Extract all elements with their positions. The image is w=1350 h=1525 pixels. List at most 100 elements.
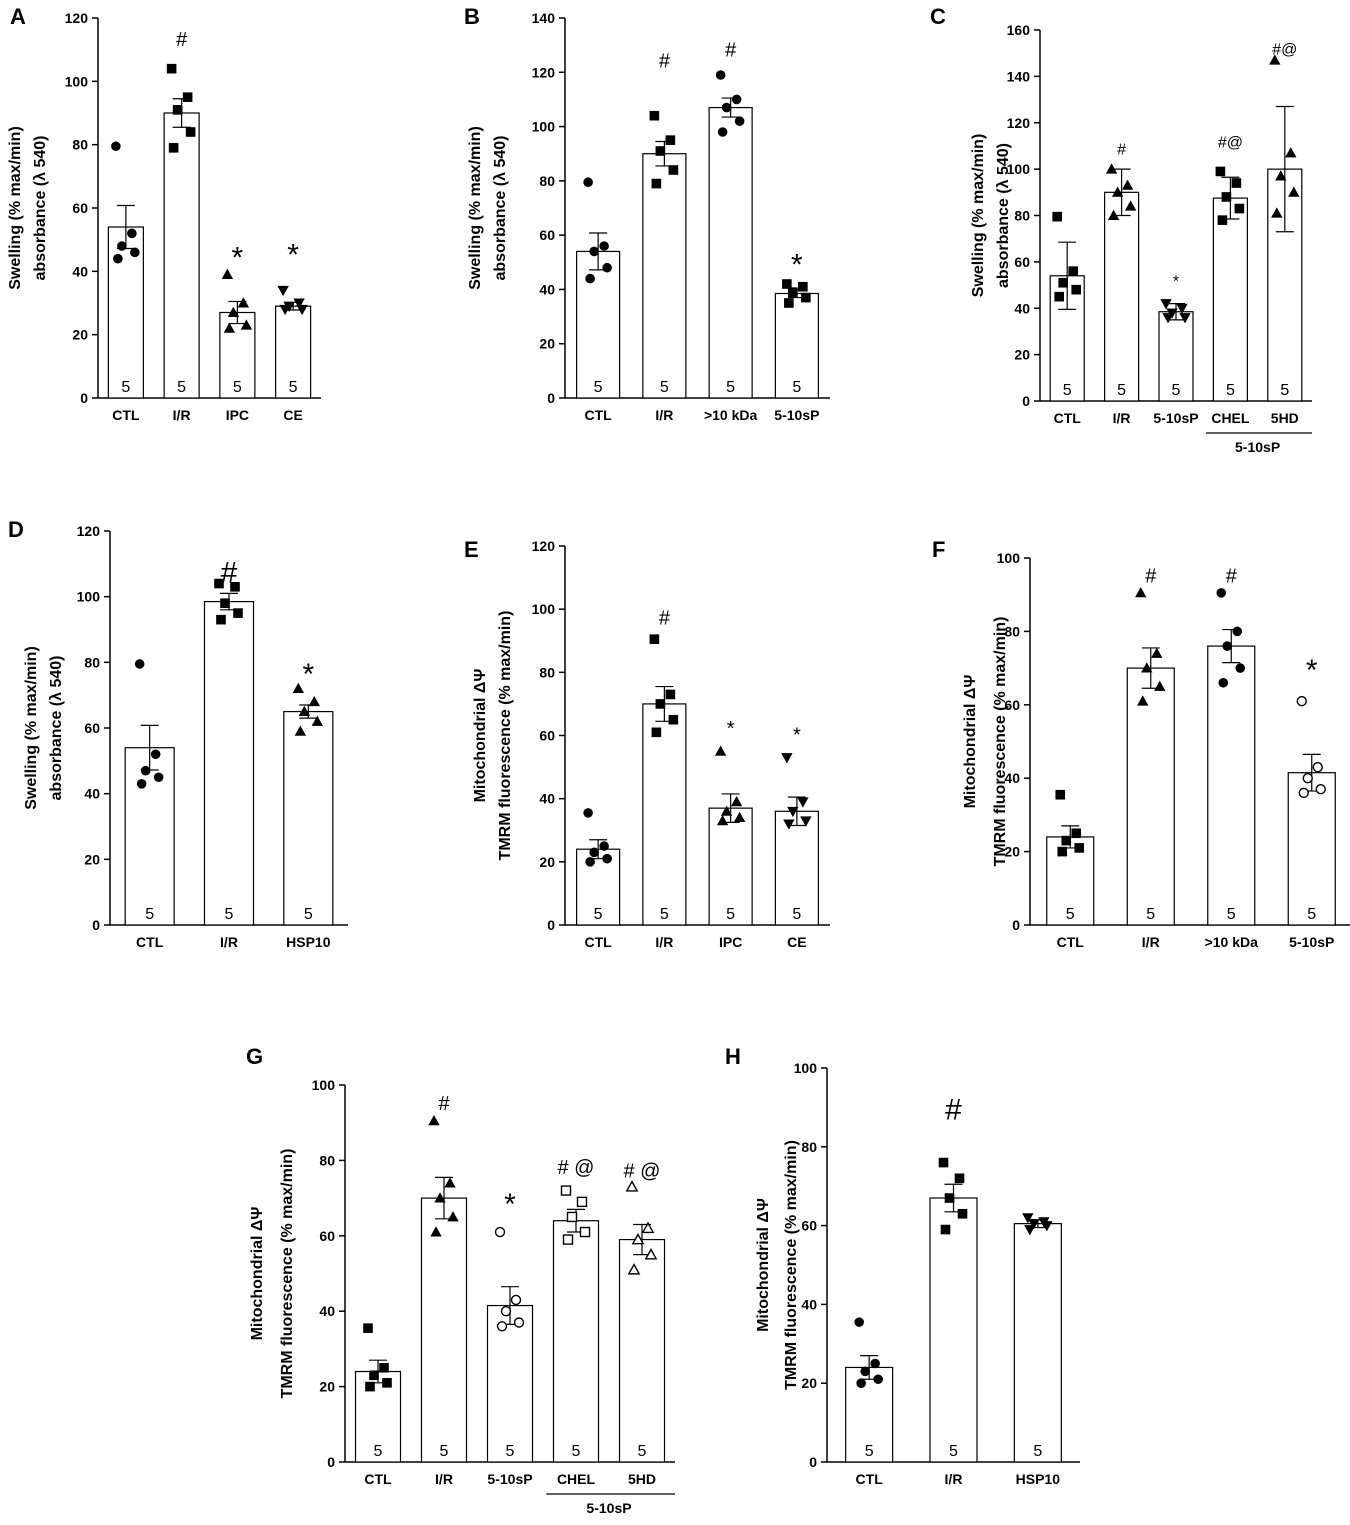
data-point [720, 805, 733, 816]
data-point [649, 634, 660, 644]
y-tick-label: 60 [801, 1218, 817, 1234]
n-label: 5 [1172, 382, 1181, 399]
data-point [293, 298, 305, 309]
bar-i-r [1103, 191, 1140, 402]
bar-ctl [576, 250, 621, 399]
data-point [734, 116, 745, 126]
y-tick-label: 60 [1014, 254, 1030, 270]
data-point [641, 1221, 655, 1234]
y-tick-label: 20 [319, 1379, 335, 1395]
data-point [221, 268, 234, 279]
data-point [1111, 186, 1124, 197]
data-point [1054, 291, 1064, 302]
x-tick-label: I/R [220, 934, 238, 950]
y-tick-label: 60 [72, 200, 88, 216]
data-point [166, 63, 177, 74]
x-tick-label: 5-10sP [1289, 934, 1334, 950]
data-point [1302, 773, 1313, 784]
data-point [113, 253, 123, 264]
data-point [240, 319, 253, 330]
n-label: 5 [1280, 382, 1289, 399]
y-axis-label: TMRM fluorescence (% max/min) [279, 1149, 296, 1399]
data-point [365, 1381, 375, 1392]
y-axis-label: Mitochondrial ΔΨ [962, 675, 979, 809]
n-label: 5 [792, 379, 801, 396]
data-point [655, 146, 666, 156]
data-point [782, 279, 792, 289]
significance-marker: * [302, 658, 314, 691]
data-point [447, 1211, 459, 1222]
n-label: 5 [1227, 906, 1236, 923]
n-label: 5 [949, 1443, 958, 1460]
data-point [644, 1248, 658, 1260]
y-tick-label: 120 [532, 538, 556, 554]
data-point [1162, 313, 1174, 324]
data-point [1137, 695, 1149, 706]
data-point [784, 298, 794, 308]
x-tick-label: CTL [585, 407, 613, 423]
data-point [1285, 147, 1297, 158]
data-point [428, 1115, 440, 1126]
significance-marker: # [176, 29, 188, 51]
data-point [513, 1317, 525, 1328]
x-tick-label: CTL [112, 407, 140, 423]
x-tick-label: 5-10sP [774, 407, 819, 423]
data-point [237, 297, 250, 308]
y-axis-label: Swelling (% max/min) [23, 646, 40, 810]
data-point [1160, 299, 1172, 310]
data-point [1022, 1213, 1034, 1224]
y-tick-label: 40 [72, 263, 88, 279]
data-point [1179, 313, 1191, 324]
significance-marker: * [232, 242, 244, 275]
bar-ctl [124, 747, 175, 926]
data-point [1068, 266, 1078, 276]
n-label: 5 [572, 1443, 581, 1460]
data-point [216, 614, 226, 625]
data-point [856, 1378, 866, 1388]
y-tick-label: 0 [80, 390, 88, 406]
data-point [1271, 207, 1283, 218]
data-point [1217, 215, 1228, 225]
y-tick-label: 0 [1022, 393, 1030, 409]
data-point [1028, 1219, 1040, 1230]
y-axis-label: Mitochondrial ΔΨ [755, 1198, 772, 1332]
data-point [311, 715, 324, 726]
data-point [117, 241, 127, 251]
x-tick-label: CHEL [1211, 410, 1250, 426]
data-point [649, 110, 660, 121]
data-point [715, 70, 726, 80]
y-tick-label: 120 [65, 10, 89, 26]
y-tick-label: 60 [539, 227, 555, 243]
n-label: 5 [1063, 382, 1072, 399]
n-label: 5 [638, 1443, 647, 1460]
n-label: 5 [865, 1443, 874, 1460]
data-point [185, 127, 196, 137]
y-tick-label: 0 [92, 917, 100, 933]
y-tick-label: 40 [1014, 300, 1030, 316]
bar-ce [774, 810, 819, 926]
data-point [277, 285, 289, 297]
data-point [140, 765, 151, 776]
data-point [294, 725, 307, 736]
data-point [382, 1378, 392, 1388]
data-point [1234, 203, 1245, 214]
x-tick-label: 5HD [1271, 410, 1299, 426]
y-tick-label: 140 [532, 10, 556, 26]
x-tick-label: CTL [856, 1471, 884, 1487]
y-tick-label: 80 [1014, 208, 1030, 224]
data-point [136, 779, 147, 789]
data-point [625, 1180, 639, 1192]
data-point [1218, 677, 1229, 688]
x-tick-label: CTL [1054, 410, 1082, 426]
y-tick-label: 40 [539, 281, 555, 297]
y-tick-label: 100 [997, 550, 1021, 566]
data-point [296, 304, 308, 316]
n-label: 5 [145, 906, 154, 923]
data-point [430, 1226, 442, 1237]
y-tick-label: 80 [539, 664, 555, 680]
significance-marker: * [504, 1188, 516, 1221]
y-tick-label: 0 [1012, 917, 1020, 933]
significance-marker: #@ [1272, 42, 1297, 59]
data-point [1231, 178, 1242, 188]
